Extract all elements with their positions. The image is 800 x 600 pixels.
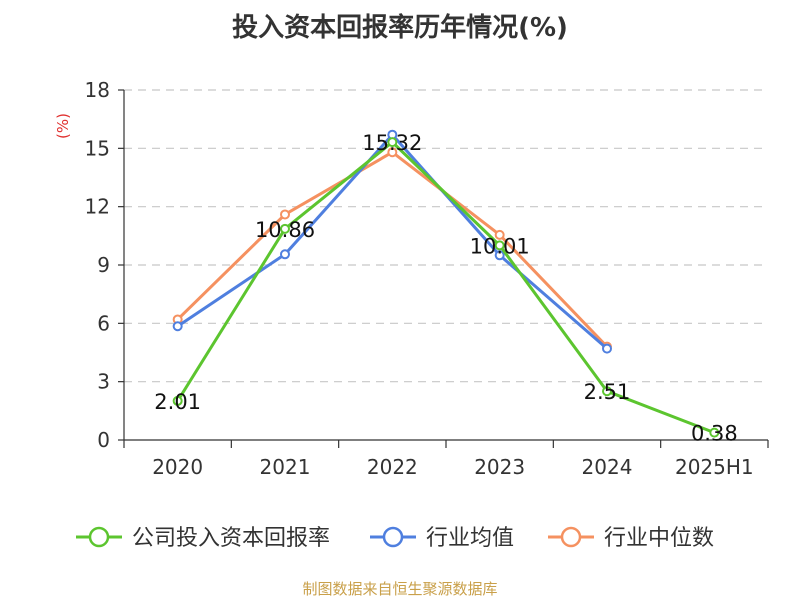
data-point xyxy=(602,343,612,354)
x-tick-label: 2023 xyxy=(474,455,525,479)
data-labels: 2.01 10.86 15.32 10.01 2.51 0.38 xyxy=(154,131,737,446)
x-tick-label: 2025H1 xyxy=(675,455,754,479)
data-point xyxy=(280,209,290,220)
data-point xyxy=(280,249,290,260)
source-note: 制图数据来自恒生聚源数据库 xyxy=(302,580,497,598)
data-label: 10.86 xyxy=(255,218,315,242)
legend-marker xyxy=(88,526,110,548)
y-axis-unit-label: (%) xyxy=(54,113,72,139)
data-point xyxy=(172,321,183,332)
x-tick-label: 2022 xyxy=(367,455,418,479)
legend: 公司投入资本回报率 行业均值 行业中位数 xyxy=(76,526,714,551)
data-point xyxy=(280,223,290,234)
data-label: 15.32 xyxy=(362,131,422,155)
y-tick-label: 3 xyxy=(97,370,110,394)
y-tick-label: 12 xyxy=(85,195,110,219)
series-lines xyxy=(172,129,720,438)
data-point xyxy=(709,427,720,438)
y-tick-label: 15 xyxy=(85,136,110,160)
y-tick-label: 6 xyxy=(97,311,110,335)
axes: 0 3 6 9 12 15 18 2020 2021 2022 2023 2024 2025H1 xyxy=(85,78,769,479)
y-tick-label: 9 xyxy=(97,253,110,277)
x-tick-label: 2020 xyxy=(152,455,203,479)
y-tick-label: 18 xyxy=(85,78,110,102)
data-point xyxy=(494,229,505,240)
data-point xyxy=(387,147,398,158)
data-point xyxy=(172,395,183,406)
legend-marker xyxy=(560,526,582,548)
data-label: 2.01 xyxy=(154,390,201,414)
legend-label: 行业均值 xyxy=(426,526,514,551)
chart-title: 投入资本回报率历年情况(%) xyxy=(232,12,568,43)
legend-label: 公司投入资本回报率 xyxy=(132,526,330,551)
series-line xyxy=(176,140,715,435)
data-label: 2.51 xyxy=(584,380,631,404)
x-tick-label: 2021 xyxy=(260,455,311,479)
data-point xyxy=(602,386,612,397)
data-label: 0.38 xyxy=(691,422,738,446)
data-point xyxy=(494,240,505,251)
y-tick-label: 0 xyxy=(97,428,110,452)
series-line xyxy=(176,150,609,348)
data-label: 10.01 xyxy=(470,234,530,258)
legend-marker xyxy=(382,526,404,548)
grid-lines xyxy=(124,89,768,383)
legend-label: 行业中位数 xyxy=(604,526,714,551)
data-point xyxy=(387,137,398,148)
data-point xyxy=(494,250,505,261)
series-line xyxy=(176,133,608,350)
x-tick-label: 2024 xyxy=(582,455,633,479)
